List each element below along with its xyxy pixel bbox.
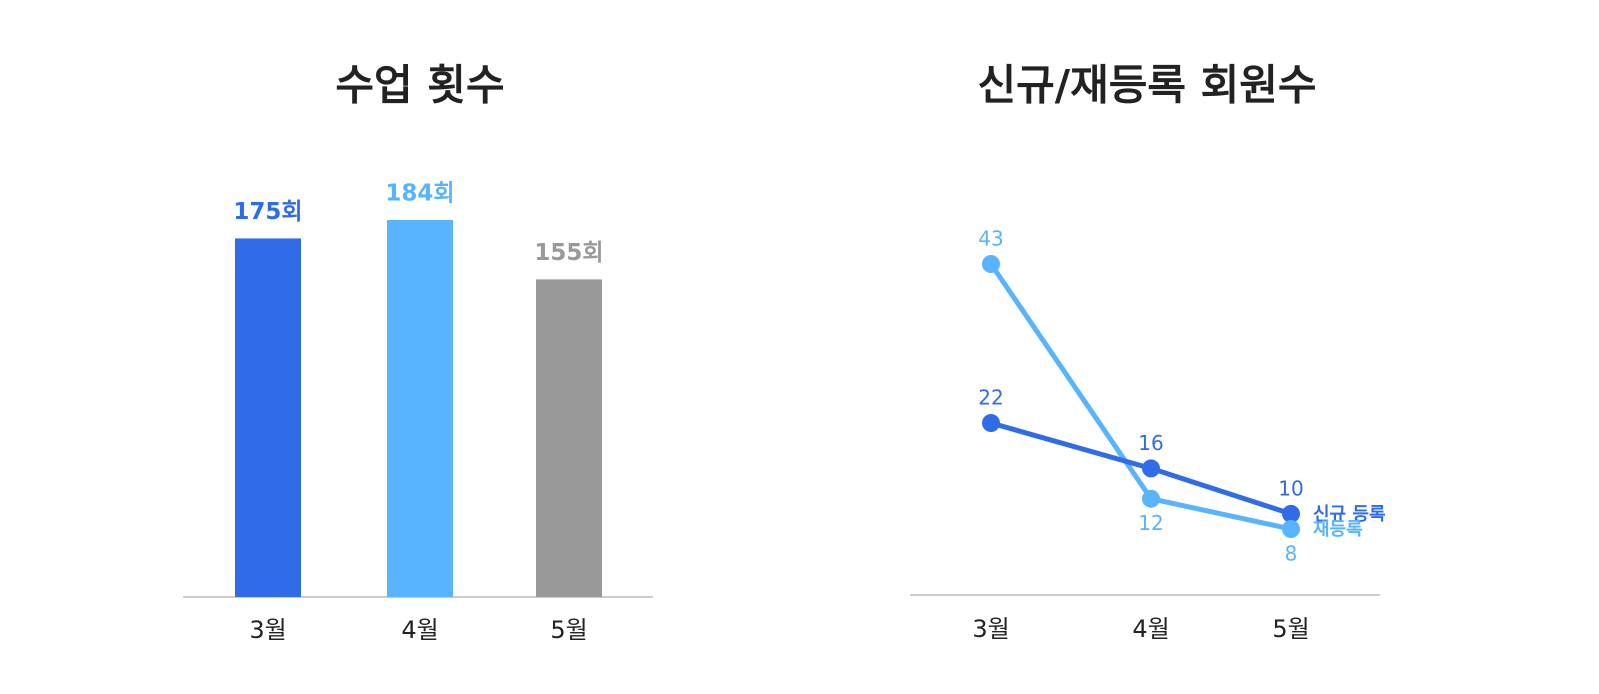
point	[982, 255, 1000, 273]
data-label: 175회	[233, 199, 302, 225]
bar	[387, 220, 453, 597]
data-label: 16	[1138, 431, 1163, 455]
chart-title: 수업 횟수	[335, 61, 504, 110]
data-label: 155회	[534, 240, 603, 266]
data-label: 12	[1138, 511, 1163, 535]
data-label: 184회	[385, 181, 454, 207]
x-tick-label: 4월	[1132, 615, 1169, 643]
point	[1142, 489, 1160, 508]
point	[1282, 504, 1300, 523]
data-label: 8	[1285, 542, 1298, 566]
x-tick-label: 3월	[972, 615, 1009, 643]
data-label: 10	[1278, 476, 1303, 500]
line	[988, 262, 1292, 532]
bar	[235, 238, 301, 597]
data-label: 43	[978, 227, 1003, 251]
data-label: 22	[978, 386, 1003, 410]
legend-label: 신규 등록	[1313, 504, 1386, 525]
point	[982, 414, 1000, 432]
bar	[536, 279, 602, 597]
x-tick-label: 5월	[1272, 615, 1309, 643]
x-tick-label: 4월	[401, 616, 438, 644]
x-tick-label: 5월	[550, 616, 587, 644]
point	[1282, 520, 1300, 538]
x-tick-label: 3월	[249, 616, 286, 644]
point	[1142, 459, 1160, 478]
chart-title: 신규/재등록 회원수	[977, 61, 1316, 110]
legend-label: 재등록	[1313, 519, 1363, 540]
